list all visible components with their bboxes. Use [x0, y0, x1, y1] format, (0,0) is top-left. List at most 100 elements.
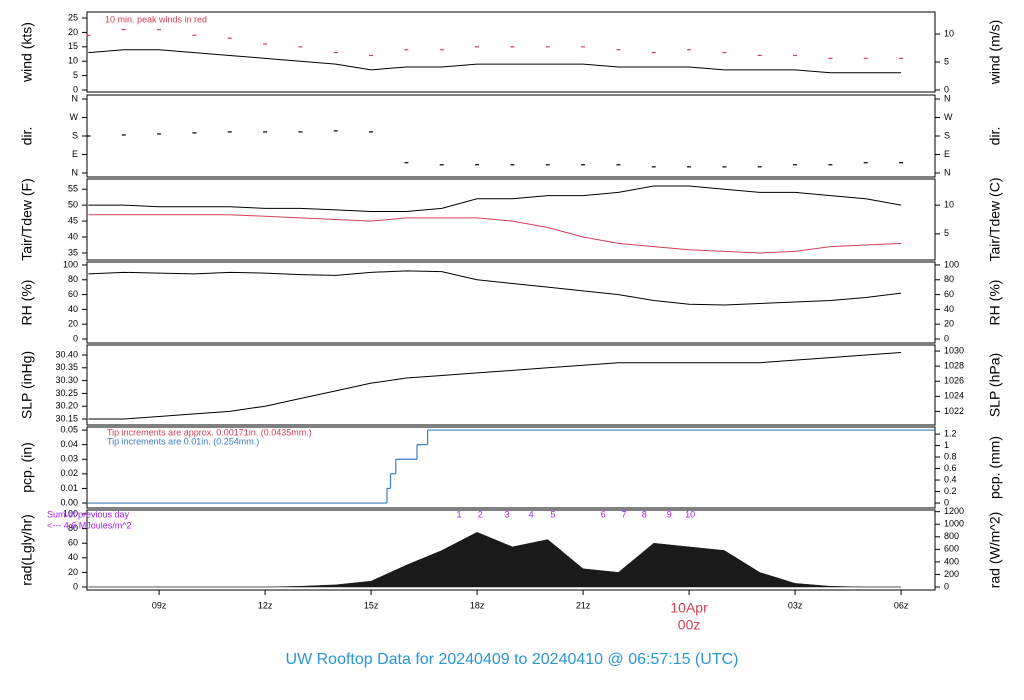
- y-tick-label: N: [72, 93, 79, 103]
- y2-tick-label: 1000: [944, 519, 964, 529]
- y-tick-label: 100: [63, 259, 78, 269]
- y2-tick-label: 1024: [944, 391, 964, 401]
- y-tick-label: 40: [68, 304, 78, 314]
- y2-tick-label: 60: [944, 289, 954, 299]
- y2-tick-label: 200: [944, 569, 959, 579]
- marker-label: 3: [505, 509, 510, 519]
- y2-tick-label: S: [944, 130, 950, 140]
- y2-tick-label: 1028: [944, 361, 964, 371]
- y-tick-label: 30.25: [55, 388, 78, 398]
- y2-tick-label: 1026: [944, 376, 964, 386]
- marker-label: 1: [457, 509, 462, 519]
- y2-tick-label: 10: [944, 200, 954, 210]
- y-tick-label: 30.40: [55, 349, 78, 359]
- y2-tick-label: 1022: [944, 406, 964, 416]
- chart-title: UW Rooftop Data for 20240409 to 20240410…: [286, 651, 739, 668]
- annotation: <--- 4.6 MJoules/m^2: [47, 520, 132, 530]
- x-tick-label: 21z: [576, 600, 591, 610]
- data-line: [88, 185, 902, 213]
- data-line: [88, 351, 902, 420]
- y2-tick-label: 0: [944, 84, 949, 94]
- y2-tick-label: E: [944, 149, 950, 159]
- y2-axis-label: dir.: [987, 127, 1003, 146]
- y2-axis-label: wind (m/s): [987, 20, 1003, 86]
- y2-tick-label: 0: [944, 333, 949, 343]
- y2-tick-label: 400: [944, 556, 959, 566]
- y-tick-label: 20: [68, 27, 78, 37]
- y2-tick-label: 80: [944, 274, 954, 284]
- y-tick-label: 25: [68, 12, 78, 22]
- y-axis-label: rad(Lgly/hr): [19, 514, 35, 586]
- marker-label: 5: [551, 509, 556, 519]
- y-tick-label: 0: [73, 84, 78, 94]
- y-tick-label: 60: [68, 538, 78, 548]
- y-tick-label: 80: [68, 523, 78, 533]
- x-tick-label: 09z: [152, 600, 167, 610]
- y-tick-label: 20: [68, 567, 78, 577]
- data-line: [88, 270, 902, 306]
- data-line: [88, 49, 902, 74]
- y2-tick-label: 0.2: [944, 486, 957, 496]
- y-tick-label: N: [72, 167, 79, 177]
- y-axis-label: RH (%): [19, 280, 35, 326]
- y-tick-label: 0.00: [60, 497, 78, 507]
- marker-label: 9: [667, 509, 672, 519]
- x-tick-label: 12z: [258, 600, 273, 610]
- y-tick-label: 0.05: [60, 424, 78, 434]
- y2-tick-label: 10: [944, 28, 954, 38]
- panel-frame: [86, 344, 936, 426]
- y-tick-label: 40: [68, 231, 78, 241]
- y-tick-label: 10: [68, 56, 78, 66]
- y2-tick-label: 600: [944, 544, 959, 554]
- y-tick-label: 0: [73, 333, 78, 343]
- marker-label: 10: [685, 509, 695, 519]
- y2-axis-label: rad (W/m^2): [987, 512, 1003, 589]
- data-area: [88, 531, 902, 588]
- y-tick-label: 20: [68, 319, 78, 329]
- y2-axis-label: SLP (hPa): [987, 353, 1003, 417]
- marker-label: 4: [529, 509, 534, 519]
- y2-tick-label: 1.2: [944, 428, 957, 438]
- y-tick-label: 30.30: [55, 375, 78, 385]
- panel-frame: [86, 509, 936, 591]
- y-tick-label: W: [70, 112, 79, 122]
- y-tick-label: 0.02: [60, 468, 78, 478]
- y-axis-label: SLP (inHg): [19, 351, 35, 419]
- marker-label: 7: [622, 509, 627, 519]
- y2-tick-label: W: [944, 112, 953, 122]
- y-tick-label: E: [72, 149, 78, 159]
- panel-frame: [86, 426, 936, 509]
- y2-axis-label: RH (%): [987, 280, 1003, 326]
- annotation: Tip increments are approx. 0.00171in. (0…: [107, 427, 312, 437]
- annotation: Tip increments are 0.01in. (0.254mm.): [107, 436, 259, 446]
- y-tick-label: 0.04: [60, 439, 78, 449]
- y-tick-label: 80: [68, 274, 78, 284]
- y-axis-label: pcp. (in): [19, 442, 35, 493]
- y2-tick-label: 40: [944, 304, 954, 314]
- y2-tick-label: 1: [944, 440, 949, 450]
- y2-tick-label: N: [944, 167, 951, 177]
- y2-tick-label: 100: [944, 259, 959, 269]
- x-tick-label: 15z: [364, 600, 379, 610]
- y2-axis-label: Tair/Tdew (C): [987, 177, 1003, 261]
- y-tick-label: 100: [63, 508, 78, 518]
- y2-tick-label: 0: [944, 581, 949, 591]
- y-tick-label: 40: [68, 552, 78, 562]
- annotation: 10 min. peak winds in red: [105, 14, 207, 24]
- x-date-label: 10Apr: [670, 600, 708, 616]
- x-tick-label: 18z: [470, 600, 485, 610]
- y-tick-label: 30.35: [55, 362, 78, 372]
- marker-label: 2: [478, 509, 483, 519]
- y-axis-label: wind (kts): [19, 22, 35, 83]
- y-tick-label: 5: [73, 70, 78, 80]
- y2-tick-label: 20: [944, 319, 954, 329]
- y-tick-label: 45: [68, 215, 78, 225]
- y-tick-label: 60: [68, 289, 78, 299]
- x-tick-label: 06z: [894, 600, 909, 610]
- marker-label: 8: [642, 509, 647, 519]
- marker-label: 6: [601, 509, 606, 519]
- y-tick-label: S: [72, 130, 78, 140]
- y-tick-label: 35: [68, 247, 78, 257]
- y2-tick-label: 5: [944, 228, 949, 238]
